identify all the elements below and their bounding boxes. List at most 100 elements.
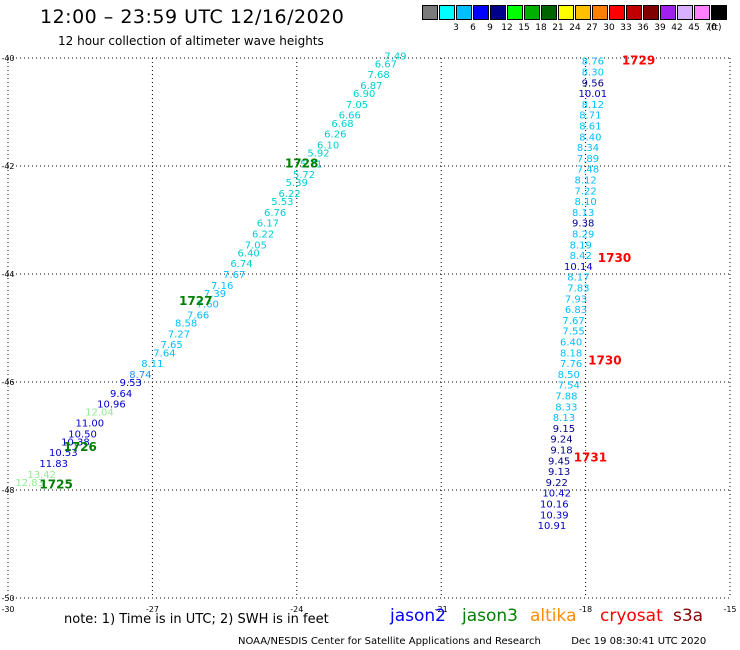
wave-height-value: 7.89 — [577, 154, 599, 165]
wave-height-value: 10.16 — [540, 500, 569, 511]
wave-height-value: 5.72 — [293, 170, 315, 181]
color-swatch — [575, 5, 591, 20]
wave-height-value: 5.53 — [271, 197, 293, 208]
wave-height-value: 8.71 — [579, 111, 601, 122]
wave-height-value: 6.90 — [353, 89, 375, 100]
wave-height-value: 7.39 — [204, 289, 226, 300]
color-scale-label: 36 — [637, 23, 649, 33]
wave-height-value: 6.26 — [324, 130, 346, 141]
wave-height-value: 5.39 — [286, 178, 308, 189]
wave-height-value: 9.15 — [553, 424, 575, 435]
chart-title: 12:00 – 23:59 UTC 12/16/2020 — [40, 6, 345, 28]
wave-height-value: 6.68 — [331, 119, 353, 130]
wave-height-value: 6.67 — [375, 59, 397, 70]
wave-height-value: 7.67 — [223, 270, 245, 281]
y-tick-label: -44 — [1, 270, 14, 279]
pass-time-label: 1729 — [622, 54, 655, 68]
color-swatch — [626, 5, 642, 20]
color-swatch — [711, 5, 727, 20]
wave-height-value: 8.61 — [579, 122, 601, 133]
color-swatch — [694, 5, 710, 20]
wave-height-value: 8.34 — [577, 143, 599, 154]
wave-height-value: 9.24 — [550, 435, 572, 446]
color-swatch — [507, 5, 523, 20]
pass-time-label: 1731 — [574, 451, 607, 465]
wave-height-value: 8.12 — [574, 176, 596, 187]
wave-height-value: 9.56 — [582, 78, 604, 89]
wave-height-value: 8.76 — [582, 57, 604, 68]
wave-height-value: 11.00 — [76, 419, 105, 430]
color-swatch — [541, 5, 557, 20]
wave-height-value: 12.83 — [15, 478, 44, 489]
color-scale-label: 3 — [453, 23, 459, 33]
wave-height-value: 7.22 — [574, 186, 596, 197]
color-scale-label: 12 — [501, 23, 513, 33]
color-scale-label: 42 — [671, 23, 683, 33]
footer-credit: NOAA/NESDIS Center for Satellite Applica… — [238, 636, 706, 647]
wave-height-value: 10.50 — [68, 429, 97, 440]
wave-height-value: 8.33 — [555, 402, 577, 413]
x-tick-label: -18 — [579, 605, 592, 614]
wave-height-value: 10.38 — [61, 437, 90, 448]
color-swatch — [524, 5, 540, 20]
wave-height-value: 9.38 — [572, 219, 594, 230]
wave-height-value: 10.91 — [538, 521, 567, 532]
wave-height-value: 7.49 — [384, 51, 406, 62]
wave-height-value: 10.42 — [542, 489, 571, 500]
pass-time-label: 1727 — [179, 294, 212, 308]
wave-height-value: 10.14 — [564, 262, 593, 273]
color-scale-label: 18 — [535, 23, 547, 33]
x-tick-label: -24 — [290, 605, 303, 614]
color-scale-label: 6 — [470, 23, 476, 33]
wave-height-value: 7.55 — [562, 327, 584, 338]
pass-time-label: 1728 — [285, 156, 318, 170]
wave-height-value: 7.93 — [565, 294, 587, 305]
y-tick-label: -50 — [1, 594, 14, 603]
color-swatch — [490, 5, 506, 20]
y-tick-label: -40 — [1, 54, 14, 63]
wave-height-value: 12.04 — [85, 408, 114, 419]
wave-height-value: 8.50 — [558, 370, 580, 381]
color-swatch — [592, 5, 608, 20]
wave-height-value: 9.22 — [546, 478, 568, 489]
wave-height-value: 9.13 — [548, 467, 570, 478]
wave-height-value: 7.48 — [577, 165, 599, 176]
x-tick-label: -27 — [146, 605, 159, 614]
wave-height-value: 6.40 — [238, 248, 260, 259]
wave-height-value: 8.42 — [570, 251, 592, 262]
wave-height-value: 7.16 — [211, 281, 233, 292]
wave-height-value: 7.27 — [168, 329, 190, 340]
wave-height-value: 13.42 — [27, 470, 56, 481]
wave-height-value: 7.76 — [560, 359, 582, 370]
color-swatch — [473, 5, 489, 20]
wave-height-value: 7.05 — [245, 240, 267, 251]
wave-height-value: 6.17 — [257, 219, 279, 230]
x-tick-label: -21 — [435, 605, 448, 614]
color-swatch — [422, 5, 438, 20]
wave-height-value: 8.30 — [582, 68, 604, 79]
x-tick-label: -30 — [1, 605, 14, 614]
color-swatch — [456, 5, 472, 20]
wave-height-value: 7.05 — [346, 100, 368, 111]
wave-height-value: 7.83 — [567, 284, 589, 295]
color-swatch — [660, 5, 676, 20]
wave-height-value: 6.87 — [360, 81, 382, 92]
y-tick-label: -42 — [1, 162, 14, 171]
wave-height-value: 9.64 — [110, 389, 132, 400]
color-scale-label: 24 — [569, 23, 581, 33]
pass-time-label: 1726 — [63, 440, 96, 454]
satellite-legend-item: s3a — [673, 606, 704, 626]
color-scale-label: 21 — [552, 23, 564, 33]
pass-time-label: 1725 — [39, 478, 72, 492]
wave-height-value: 7.88 — [555, 392, 577, 403]
wave-height-value: 8.13 — [553, 413, 575, 424]
color-scale-label: 9 — [487, 23, 493, 33]
wave-height-value: 8.19 — [570, 240, 592, 251]
satellite-legend-item: cryosat — [600, 606, 663, 626]
wave-height-value: 7.66 — [187, 311, 209, 322]
wave-height-value: 7.65 — [161, 340, 183, 351]
color-scale-label: 70 — [705, 23, 717, 33]
color-swatch — [558, 5, 574, 20]
wave-height-value: 7.64 — [153, 348, 175, 359]
